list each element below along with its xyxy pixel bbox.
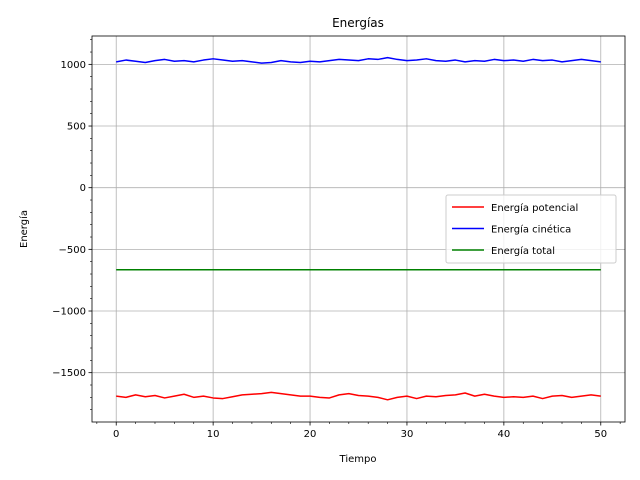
y-tick-label: 500 [67,122,86,133]
grid [92,36,625,422]
y-tick-label: −1500 [52,368,86,379]
x-tick-label: 0 [113,429,119,440]
chart-title: Energías [332,16,384,30]
ticks: 0 10 20 30 40 50 −1500 −1000 −500 0 500 1000 [52,60,607,440]
y-tick-label: −1000 [52,307,86,318]
plot-frame [91,35,626,423]
y-tick-label: −500 [59,245,86,256]
legend-label-2: Energía total [491,245,555,257]
legend-box [445,194,617,264]
x-tick-label: 10 [207,429,220,440]
y-axis-title: Energía [18,210,30,248]
x-axis-title: Tiempo [339,454,377,465]
series-line-0 [116,391,601,401]
legend: Energía potencial Energía cinética Energía… [445,194,617,264]
y-tick-label: 0 [80,183,86,194]
x-tick-label: 20 [304,429,317,440]
series-line-1 [116,56,601,64]
legend-label-0: Energía potencial [491,202,578,214]
x-tick-label: 30 [401,429,414,440]
y-tick-label: 1000 [61,60,86,71]
x-tick-label: 50 [594,429,607,440]
legend-label-1: Energía cinética [491,224,571,236]
minor-ticks [90,39,621,424]
x-tick-label: 40 [497,429,510,440]
series-layer [116,56,601,401]
